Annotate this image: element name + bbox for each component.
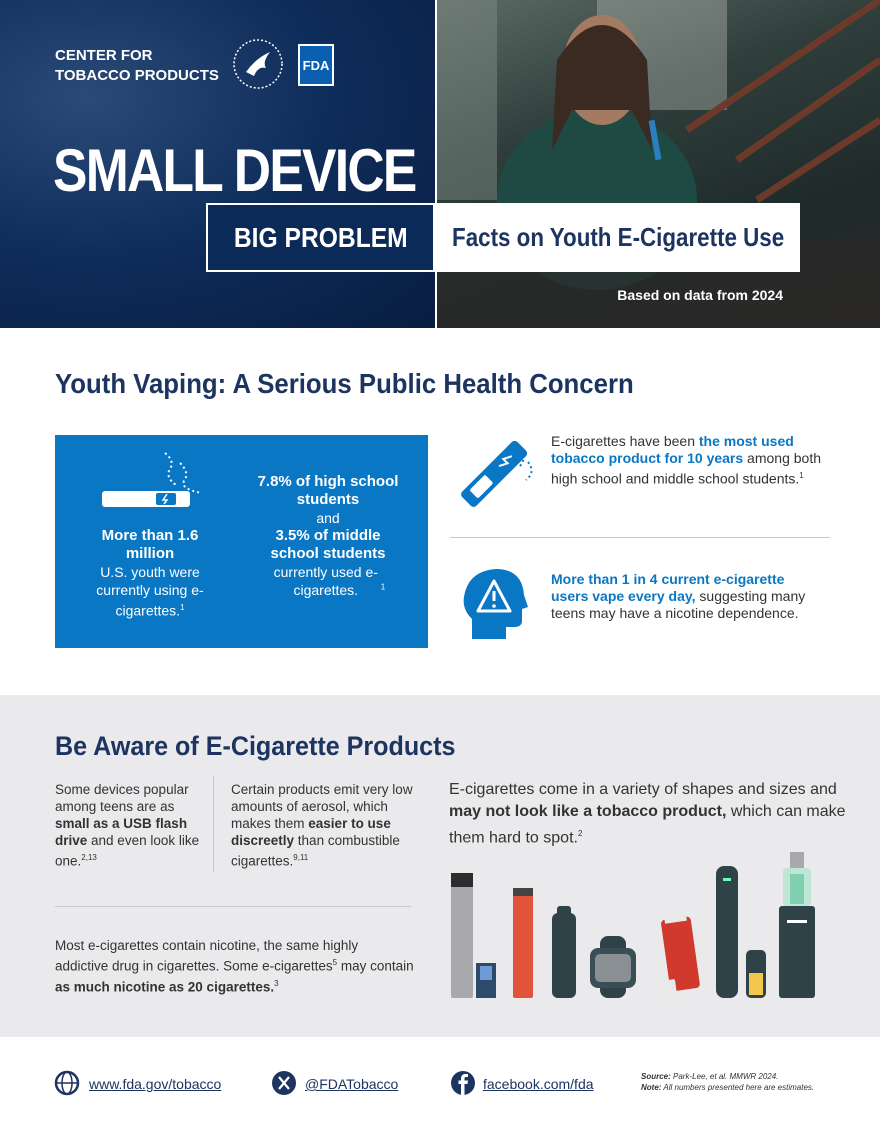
source-label: Source: — [641, 1072, 671, 1081]
divider — [55, 906, 411, 907]
footnote-ref: 1 — [180, 603, 185, 612]
footnote-ref: 1 — [799, 471, 804, 480]
aware-text: Some devices popular among teens are as — [55, 782, 189, 814]
aware-highlight: easier to use discreetly — [231, 816, 391, 848]
divider — [450, 537, 830, 538]
aware-text: than combustible cigarettes. — [231, 833, 400, 869]
footnote-ref: 2,13 — [81, 853, 97, 862]
tagline: Facts on Youth E-Cigarette Use — [452, 222, 785, 252]
footnote-ref: 5 — [332, 958, 338, 967]
fact-text: E-cigarettes have been — [551, 433, 699, 449]
fact-1: E-cigarettes have been the most used tob… — [551, 433, 836, 488]
section-title: Youth Vaping: A Serious Public Health Co… — [55, 368, 634, 399]
aware-highlight: as much nicotine as 20 cigarettes. — [55, 979, 275, 994]
subtitle: BIG PROBLEM — [233, 221, 408, 253]
org-name: CENTER FOR TOBACCO PRODUCTS — [55, 46, 219, 86]
x-link[interactable]: @FDATobacco — [305, 1076, 399, 1092]
aware-text: may contain — [337, 958, 414, 974]
aware-col-1: Some devices popular among teens are as … — [55, 781, 203, 870]
footnote-ref: 9,11 — [293, 853, 309, 862]
variety-text: E-cigarettes come in a variety of shapes… — [449, 779, 849, 849]
stat-1: More than 1.6 million U.S. youth were cu… — [75, 527, 225, 620]
hhs-logo — [233, 39, 283, 89]
footnote-ref: 3 — [274, 978, 279, 988]
header-photo — [437, 0, 880, 328]
footnote-ref: 2 — [577, 829, 583, 838]
fact-text: among both high school and middle school… — [551, 450, 822, 487]
footnote-ref: 1 — [380, 582, 386, 592]
stat-highlight: 7.8% of high school students — [257, 473, 399, 508]
org-line: CENTER FOR — [55, 47, 153, 64]
aware-highlight: small as a USB flash drive — [55, 816, 188, 848]
note-text: All numbers presented here are estimates… — [661, 1083, 815, 1092]
tagline-box: Facts on Youth E-Cigarette Use — [437, 203, 800, 272]
fact-highlight: the most used tobacco product for 10 yea… — [551, 433, 794, 466]
aware-text: Certain products emit very low amounts o… — [231, 782, 413, 831]
footer-notes: Source: Park-Lee, et al. MMWR 2024. Note… — [641, 1071, 814, 1093]
aware-text: Most e-cigarettes contain nicotine, the … — [55, 938, 359, 974]
fact-text: suggesting many teens may have a nicotin… — [551, 588, 806, 621]
note-label: Note: — [641, 1083, 662, 1092]
facebook-icon — [451, 1071, 475, 1095]
main-title: SMALL DEVICE — [53, 137, 417, 204]
vape-icon — [461, 440, 533, 507]
stat-2: 7.8% of high school students and 3.5% of… — [253, 473, 403, 599]
stat-text: currently used e-cigarettes. — [273, 564, 378, 598]
fact-highlight: More than 1 in 4 current e-cigarette use… — [551, 571, 785, 604]
section-title: Be Aware of E-Cigarette Products — [55, 731, 456, 761]
header-background — [0, 0, 435, 328]
data-note: Based on data from 2024 — [617, 287, 783, 303]
photo-illustration — [437, 0, 880, 328]
subtitle-box: BIG PROBLEM — [206, 203, 435, 272]
nicotine-note: Most e-cigarettes contain nicotine, the … — [55, 937, 415, 995]
aware-text: E-cigarettes come in a variety of shapes… — [449, 781, 837, 798]
stat-text: U.S. youth were currently using e-cigare… — [96, 564, 204, 619]
globe-icon — [54, 1070, 80, 1096]
website-link[interactable]: www.fda.gov/tobacco — [89, 1076, 222, 1092]
source-text: Park-Lee, et al. MMWR 2024. — [670, 1072, 779, 1081]
warning-head-icon — [463, 569, 528, 639]
note-line: Note: All numbers presented here are est… — [641, 1082, 814, 1093]
x-icon — [272, 1071, 296, 1095]
fact-2: More than 1 in 4 current e-cigarette use… — [551, 571, 821, 622]
divider — [213, 776, 214, 872]
org-line: TOBACCO PRODUCTS — [55, 67, 219, 84]
stat-highlight: 3.5% of middle school students — [270, 527, 386, 562]
source-line: Source: Park-Lee, et al. MMWR 2024. — [641, 1071, 814, 1082]
aware-highlight: may not look like a tobacco product, — [449, 803, 727, 820]
aware-col-2: Certain products emit very low amounts o… — [231, 781, 413, 870]
aware-text: which can make them hard to spot. — [449, 803, 846, 847]
stat-box: More than 1.6 million U.S. youth were cu… — [55, 435, 428, 648]
ecig-icon — [102, 452, 203, 507]
aware-text: and even look like one. — [55, 833, 200, 869]
stat-highlight: More than 1.6 million — [101, 527, 199, 562]
facebook-link[interactable]: facebook.com/fda — [483, 1076, 594, 1092]
stat-text: and — [316, 510, 340, 526]
device-illustrations — [451, 852, 815, 1000]
fda-logo: FDA — [298, 44, 334, 86]
